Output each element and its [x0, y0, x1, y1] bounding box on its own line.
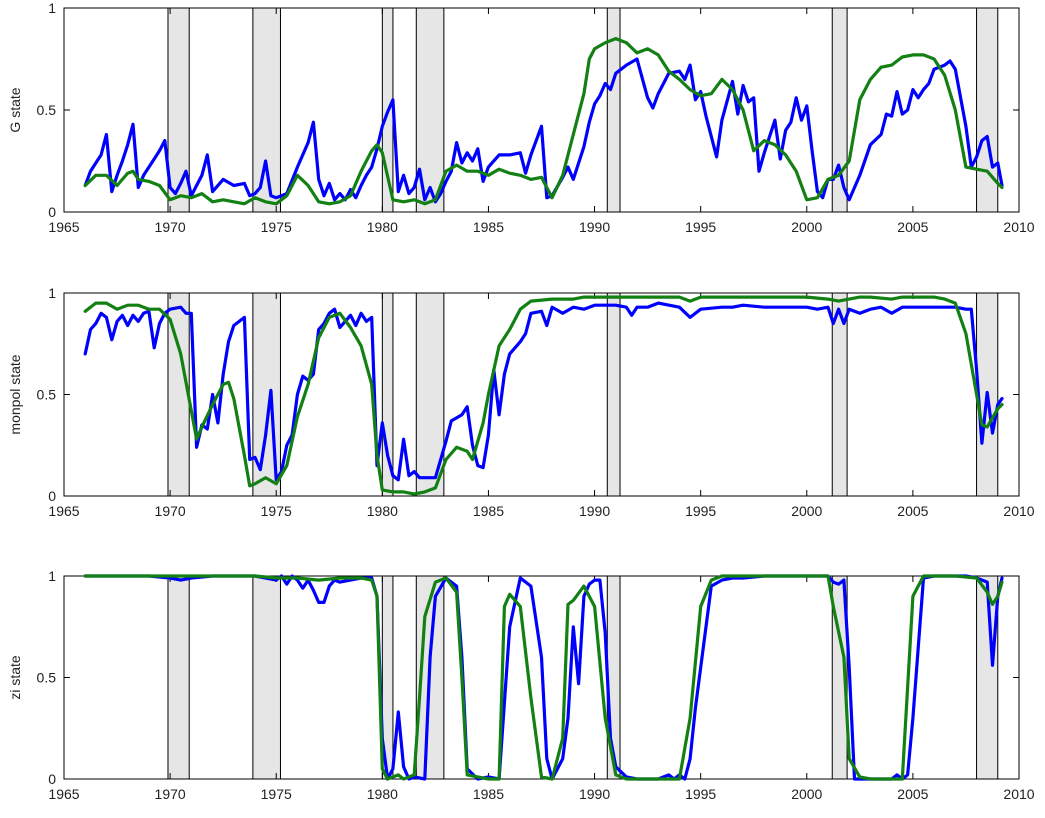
x-tick-label: 1980	[367, 786, 398, 802]
x-tick-label: 1990	[579, 219, 610, 235]
blue-series-line	[83, 301, 1004, 482]
x-tick-label: 1970	[155, 219, 186, 235]
y-tick-label: 0	[48, 204, 56, 220]
x-tick-label: 1975	[261, 503, 292, 519]
y-tick-label: 0	[48, 771, 56, 787]
y-tick-label: 0.5	[37, 670, 57, 686]
x-tick-label: 1985	[473, 219, 504, 235]
axes-box	[63, 292, 1020, 497]
recession-band	[252, 575, 281, 780]
x-tick-label: 1975	[261, 786, 292, 802]
recession-band	[831, 7, 848, 213]
recession-band	[252, 7, 281, 213]
x-tick-label: 1965	[48, 503, 79, 519]
green-series-line	[83, 37, 1004, 206]
y-axis-label: zi state	[7, 655, 23, 700]
y-tick-label: 0.5	[37, 387, 57, 403]
x-tick-label: 2010	[1003, 786, 1034, 802]
y-axis-label: G state	[7, 87, 23, 132]
zi-state-panel: 1965 1970 1975 1980 1985 1990 1995 2000 2005 2010…	[7, 568, 1035, 802]
x-tick-label: 2000	[791, 503, 822, 519]
x-tick-label: 1980	[367, 219, 398, 235]
blue-series-line	[83, 57, 1004, 204]
x-tick-label: 1990	[579, 786, 610, 802]
recession-band	[606, 292, 621, 497]
x-tick-label: 1970	[155, 786, 186, 802]
blue-series-line	[83, 574, 1004, 781]
x-tick-label: 1995	[685, 786, 716, 802]
x-tick-label: 1995	[685, 219, 716, 235]
x-tick-label: 1965	[48, 786, 79, 802]
y-axis-label: monpol state	[7, 354, 23, 434]
x-tick-label: 1965	[48, 219, 79, 235]
x-tick-label: 2000	[791, 219, 822, 235]
x-tick-label: 2010	[1003, 503, 1034, 519]
x-tick-label: 2005	[897, 219, 928, 235]
y-tick-label: 0.5	[37, 102, 57, 118]
x-tick-label: 1985	[473, 503, 504, 519]
x-tick-label: 1975	[261, 219, 292, 235]
y-tick-label: 0	[48, 488, 56, 504]
x-tick-label: 1990	[579, 503, 610, 519]
recession-band	[167, 575, 190, 780]
monpol-state-panel: 1965 1970 1975 1980 1985 1990 1995 2000 2005 2010…	[7, 285, 1035, 519]
g-state-panel: 1965 1970 1975 1980 1985 1990 1995 2000 2005 2010…	[7, 0, 1035, 235]
y-tick-label: 1	[48, 568, 56, 584]
x-tick-label: 1970	[155, 503, 186, 519]
x-tick-label: 2005	[897, 503, 928, 519]
green-series-line	[83, 574, 1004, 781]
axes-box	[63, 7, 1020, 213]
y-tick-label: 1	[48, 0, 56, 16]
x-tick-label: 1995	[685, 503, 716, 519]
x-tick-label: 2010	[1003, 219, 1034, 235]
y-tick-label: 1	[48, 285, 56, 301]
recession-band	[167, 7, 190, 213]
x-tick-label: 2005	[897, 786, 928, 802]
x-tick-label: 2000	[791, 786, 822, 802]
x-tick-label: 1980	[367, 503, 398, 519]
x-tick-label: 1985	[473, 786, 504, 802]
green-series-line	[83, 295, 1004, 496]
